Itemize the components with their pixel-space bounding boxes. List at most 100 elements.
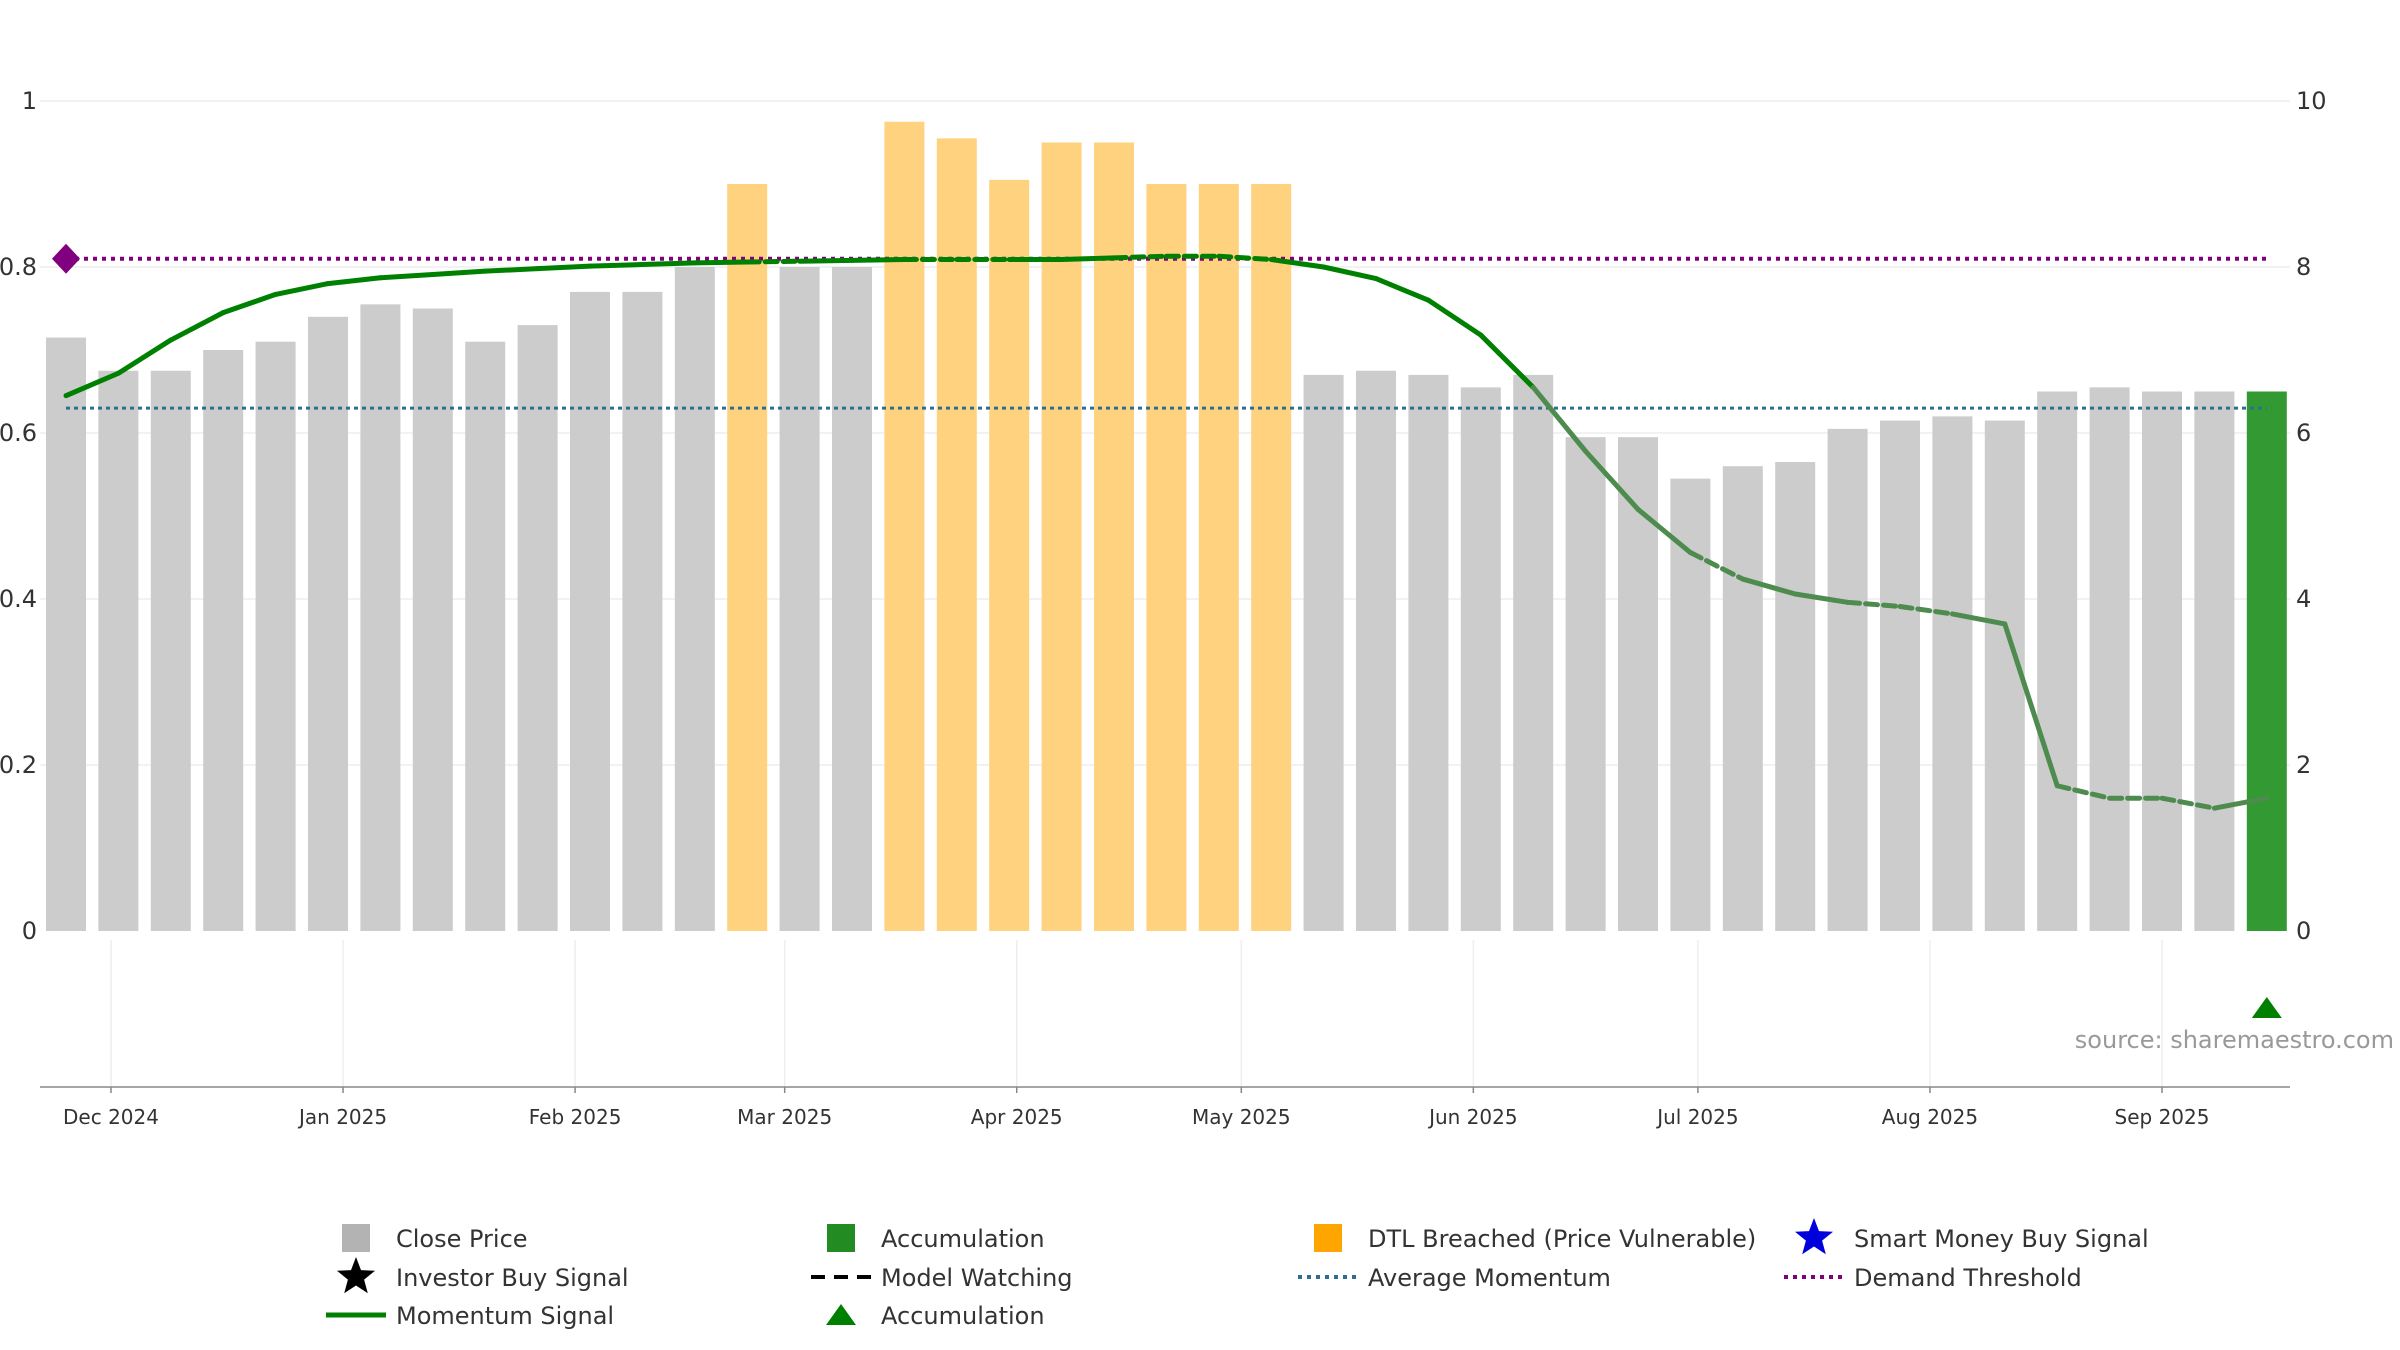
left-axis-tick-label: 0.6 — [0, 419, 37, 447]
legend-item-star: Smart Money Buy Signal — [1795, 1218, 2149, 1255]
x-axis-tick-label: Jan 2025 — [297, 1105, 387, 1129]
right-axis-tick-label: 4 — [2296, 585, 2311, 613]
close-price-bar-2024-12-16 — [203, 350, 244, 931]
momentum-segment-2025-06-02 — [1425, 297, 1484, 338]
legend-label: Model Watching — [881, 1264, 1073, 1292]
close-price-bar-2025-07-07 — [1722, 466, 1763, 931]
legend-square-icon — [827, 1224, 855, 1252]
momentum-segment-2024-12-09 — [115, 337, 174, 376]
legend-item-square: DTL Breached (Price Vulnerable) — [1314, 1224, 1756, 1253]
close-price-bar-2025-08-25 — [2089, 387, 2130, 932]
close-price-bar-2025-07-14 — [1775, 462, 1816, 931]
close-price-bar-2025-01-27 — [517, 325, 558, 932]
momentum-segment-2025-08-04 — [1897, 603, 1955, 617]
left-axis-tick-label: 0 — [22, 917, 37, 945]
momentum-segment-2025-06-23 — [1583, 448, 1641, 512]
left-axis-tick-label: 0.2 — [0, 751, 37, 779]
legend-label: Investor Buy Signal — [396, 1264, 629, 1292]
close-price-bars — [46, 121, 2287, 932]
legend-star-icon — [337, 1257, 375, 1294]
momentum-segment-2025-04-14 — [1059, 255, 1117, 263]
x-axis-tick-label: Feb 2025 — [529, 1105, 622, 1129]
close-price-bar-2024-12-02 — [98, 370, 139, 931]
close-price-bar-2025-02-03 — [570, 291, 610, 931]
momentum-segment-2025-01-20 — [430, 268, 488, 277]
legend-triangle-icon — [826, 1304, 856, 1325]
close-price-bar-2025-04-14 — [1094, 142, 1134, 931]
momentum-segment-2025-01-06 — [325, 275, 383, 287]
momentum-segment-2025-07-07 — [1687, 550, 1746, 582]
legend-label: Smart Money Buy Signal — [1854, 1225, 2149, 1253]
right-axis-tick-label: 0 — [2296, 917, 2311, 945]
close-price-bar-2025-04-28 — [1198, 184, 1239, 931]
close-price-bar-2025-02-17 — [674, 267, 715, 931]
close-price-bar-2025-08-18 — [2037, 391, 2078, 931]
momentum-segment-2025-04-21 — [1111, 253, 1169, 261]
close-price-bar-2025-09-01 — [2142, 391, 2182, 931]
momentum-segment-2025-05-19 — [1321, 264, 1379, 282]
close-price-bar-2025-08-11 — [1984, 420, 2025, 931]
close-price-bar-2025-03-17 — [884, 121, 925, 931]
momentum-segment-2025-01-27 — [482, 266, 541, 274]
close-price-bar-2025-03-31 — [989, 179, 1030, 932]
legend-label: Average Momentum — [1368, 1264, 1611, 1292]
close-price-bar-2025-09-08 — [2194, 391, 2235, 931]
left-axis-tick-label: 0.4 — [0, 585, 37, 613]
close-price-bar-2025-05-19 — [1356, 370, 1396, 931]
signal-lines — [63, 253, 2270, 811]
legend-item-triangle: Accumulation — [826, 1302, 1045, 1330]
legend-square-icon — [342, 1224, 370, 1252]
close-price-bar-2025-06-09 — [1513, 374, 1554, 931]
close-price-bar-2025-04-21 — [1146, 184, 1187, 931]
x-axis-tick-label: Sep 2025 — [2115, 1105, 2210, 1129]
momentum-segment-2024-12-16 — [168, 310, 226, 343]
right-axis-tick-label: 2 — [2296, 751, 2311, 779]
legend-item-dotted-line: Demand Threshold — [1784, 1264, 2082, 1292]
legend-label: Demand Threshold — [1854, 1264, 2082, 1292]
legend-item-square: Accumulation — [827, 1224, 1045, 1253]
momentum-segment-2025-03-17 — [849, 257, 907, 263]
momentum-segment-2025-05-05 — [1216, 253, 1274, 263]
close-price-bar-2025-06-02 — [1460, 387, 1501, 932]
source-note: source: sharemaestro.com — [2075, 1026, 2394, 1054]
close-price-bar-2025-03-03 — [779, 267, 820, 931]
momentum-segment-2025-02-03 — [535, 263, 593, 272]
momentum-segment-2025-08-18 — [2002, 621, 2060, 789]
legend-label: Momentum Signal — [396, 1302, 614, 1330]
momentum-segment-2025-09-15 — [2211, 795, 2270, 811]
x-axis-tick-label: May 2025 — [1192, 1105, 1291, 1129]
momentum-segment-2025-08-25 — [2054, 783, 2113, 801]
momentum-segment-2024-12-23 — [220, 291, 279, 316]
close-price-bar-2025-02-24 — [727, 184, 768, 931]
momentum-segment-2025-03-03 — [744, 258, 803, 265]
close-price-bar-2025-05-26 — [1408, 374, 1449, 931]
right-axis-tick-label: 10 — [2296, 87, 2327, 115]
x-axis-tick-label: Aug 2025 — [1882, 1105, 1978, 1129]
legend-item-dashed-line: Model Watching — [811, 1264, 1073, 1292]
momentum-segment-2025-01-13 — [377, 271, 436, 281]
close-price-bar-2025-01-13 — [412, 308, 453, 931]
momentum-segment-2024-12-30 — [273, 281, 331, 297]
close-price-bar-2024-11-25 — [46, 337, 86, 931]
legend-square-icon — [1314, 1224, 1342, 1252]
left-axis-tick-label: 1 — [22, 87, 37, 115]
legend-label: Accumulation — [881, 1302, 1045, 1330]
momentum-segment-2025-02-24 — [692, 259, 750, 266]
x-axis-tick-label: Jun 2025 — [1427, 1105, 1518, 1129]
x-axis-tick-label: Jul 2025 — [1655, 1105, 1738, 1129]
momentum-segment-2025-07-14 — [1740, 576, 1798, 597]
legend-star-icon — [1795, 1218, 1833, 1255]
x-axis-tick-label: Apr 2025 — [971, 1105, 1063, 1129]
legend-label: Accumulation — [881, 1225, 1045, 1253]
momentum-segment-2025-05-26 — [1373, 276, 1431, 303]
close-price-bar-2024-12-09 — [150, 370, 191, 931]
close-price-bar-2024-12-23 — [255, 341, 296, 931]
close-price-bar-2025-03-10 — [832, 267, 872, 931]
legend-item-dotted-line: Average Momentum — [1298, 1264, 1611, 1292]
momentum-segment-2024-12-02 — [63, 370, 121, 399]
close-price-bar-2025-05-12 — [1303, 374, 1344, 931]
momentum-segment-2025-07-28 — [1845, 599, 1903, 609]
momentum-segment-2025-05-12 — [1268, 257, 1327, 270]
momentum-segment-2025-06-30 — [1635, 506, 1693, 556]
momentum-segment-2025-02-10 — [587, 262, 645, 269]
